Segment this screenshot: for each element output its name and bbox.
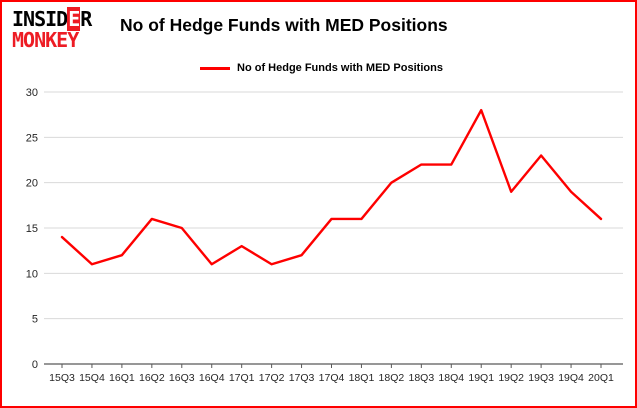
y-axis-label: 0: [32, 359, 38, 371]
insider-monkey-logo: INSIDER MONKEY: [12, 7, 92, 52]
x-axis-label: 18Q2: [379, 372, 405, 384]
x-axis-label: 15Q4: [79, 372, 105, 384]
x-axis-label: 18Q4: [438, 372, 464, 384]
x-axis-label: 19Q3: [528, 372, 554, 384]
chart-title: No of Hedge Funds with MED Positions: [120, 15, 448, 35]
x-axis-label: 17Q3: [289, 372, 315, 384]
y-axis-label: 30: [26, 87, 38, 99]
legend-line-swatch: [200, 66, 230, 70]
x-axis-label: 17Q2: [259, 372, 285, 384]
legend-label: No of Hedge Funds with MED Positions: [237, 62, 443, 74]
y-axis-label: 10: [26, 268, 38, 280]
y-axis-label: 20: [26, 178, 38, 190]
x-axis-label: 19Q2: [498, 372, 524, 384]
x-axis-label: 16Q2: [139, 372, 165, 384]
chart-svg: 0 5 10 15 20 25 30 15Q3 15Q4 16Q1 16Q2 16Q3 16Q4 17Q1…: [26, 87, 623, 384]
logo-text-insid: INSID: [12, 7, 68, 31]
x-axis-label: 17Q4: [319, 372, 345, 384]
x-axis-label: 19Q1: [468, 372, 494, 384]
y-axis-label: 15: [26, 223, 38, 235]
x-axis-label: 19Q4: [558, 372, 584, 384]
x-axis-label: 18Q3: [408, 372, 434, 384]
logo-line-monkey: MONKEY: [12, 28, 79, 52]
data-series-line: [60, 108, 603, 266]
x-axis-label: 15Q3: [49, 372, 75, 384]
y-axis-label: 25: [26, 132, 38, 144]
x-axis-label: 18Q1: [349, 372, 375, 384]
logo-line-insider: INSIDER: [12, 7, 92, 31]
logo-text-r: R: [80, 7, 92, 31]
x-axis-label: 16Q1: [109, 372, 135, 384]
logo-accent-e: E: [67, 7, 80, 31]
line-chart: 0 5 10 15 20 25 30 15Q3 15Q4 16Q1 16Q2 16Q3 16Q4 17Q1…: [2, 82, 635, 406]
x-axis-label: 20Q1: [588, 372, 614, 384]
y-axis-label: 5: [32, 314, 38, 326]
x-axis-label: 16Q3: [169, 372, 195, 384]
x-axis-label: 16Q4: [199, 372, 225, 384]
legend: No of Hedge Funds with MED Positions: [200, 62, 443, 74]
x-axis-label: 17Q1: [229, 372, 255, 384]
